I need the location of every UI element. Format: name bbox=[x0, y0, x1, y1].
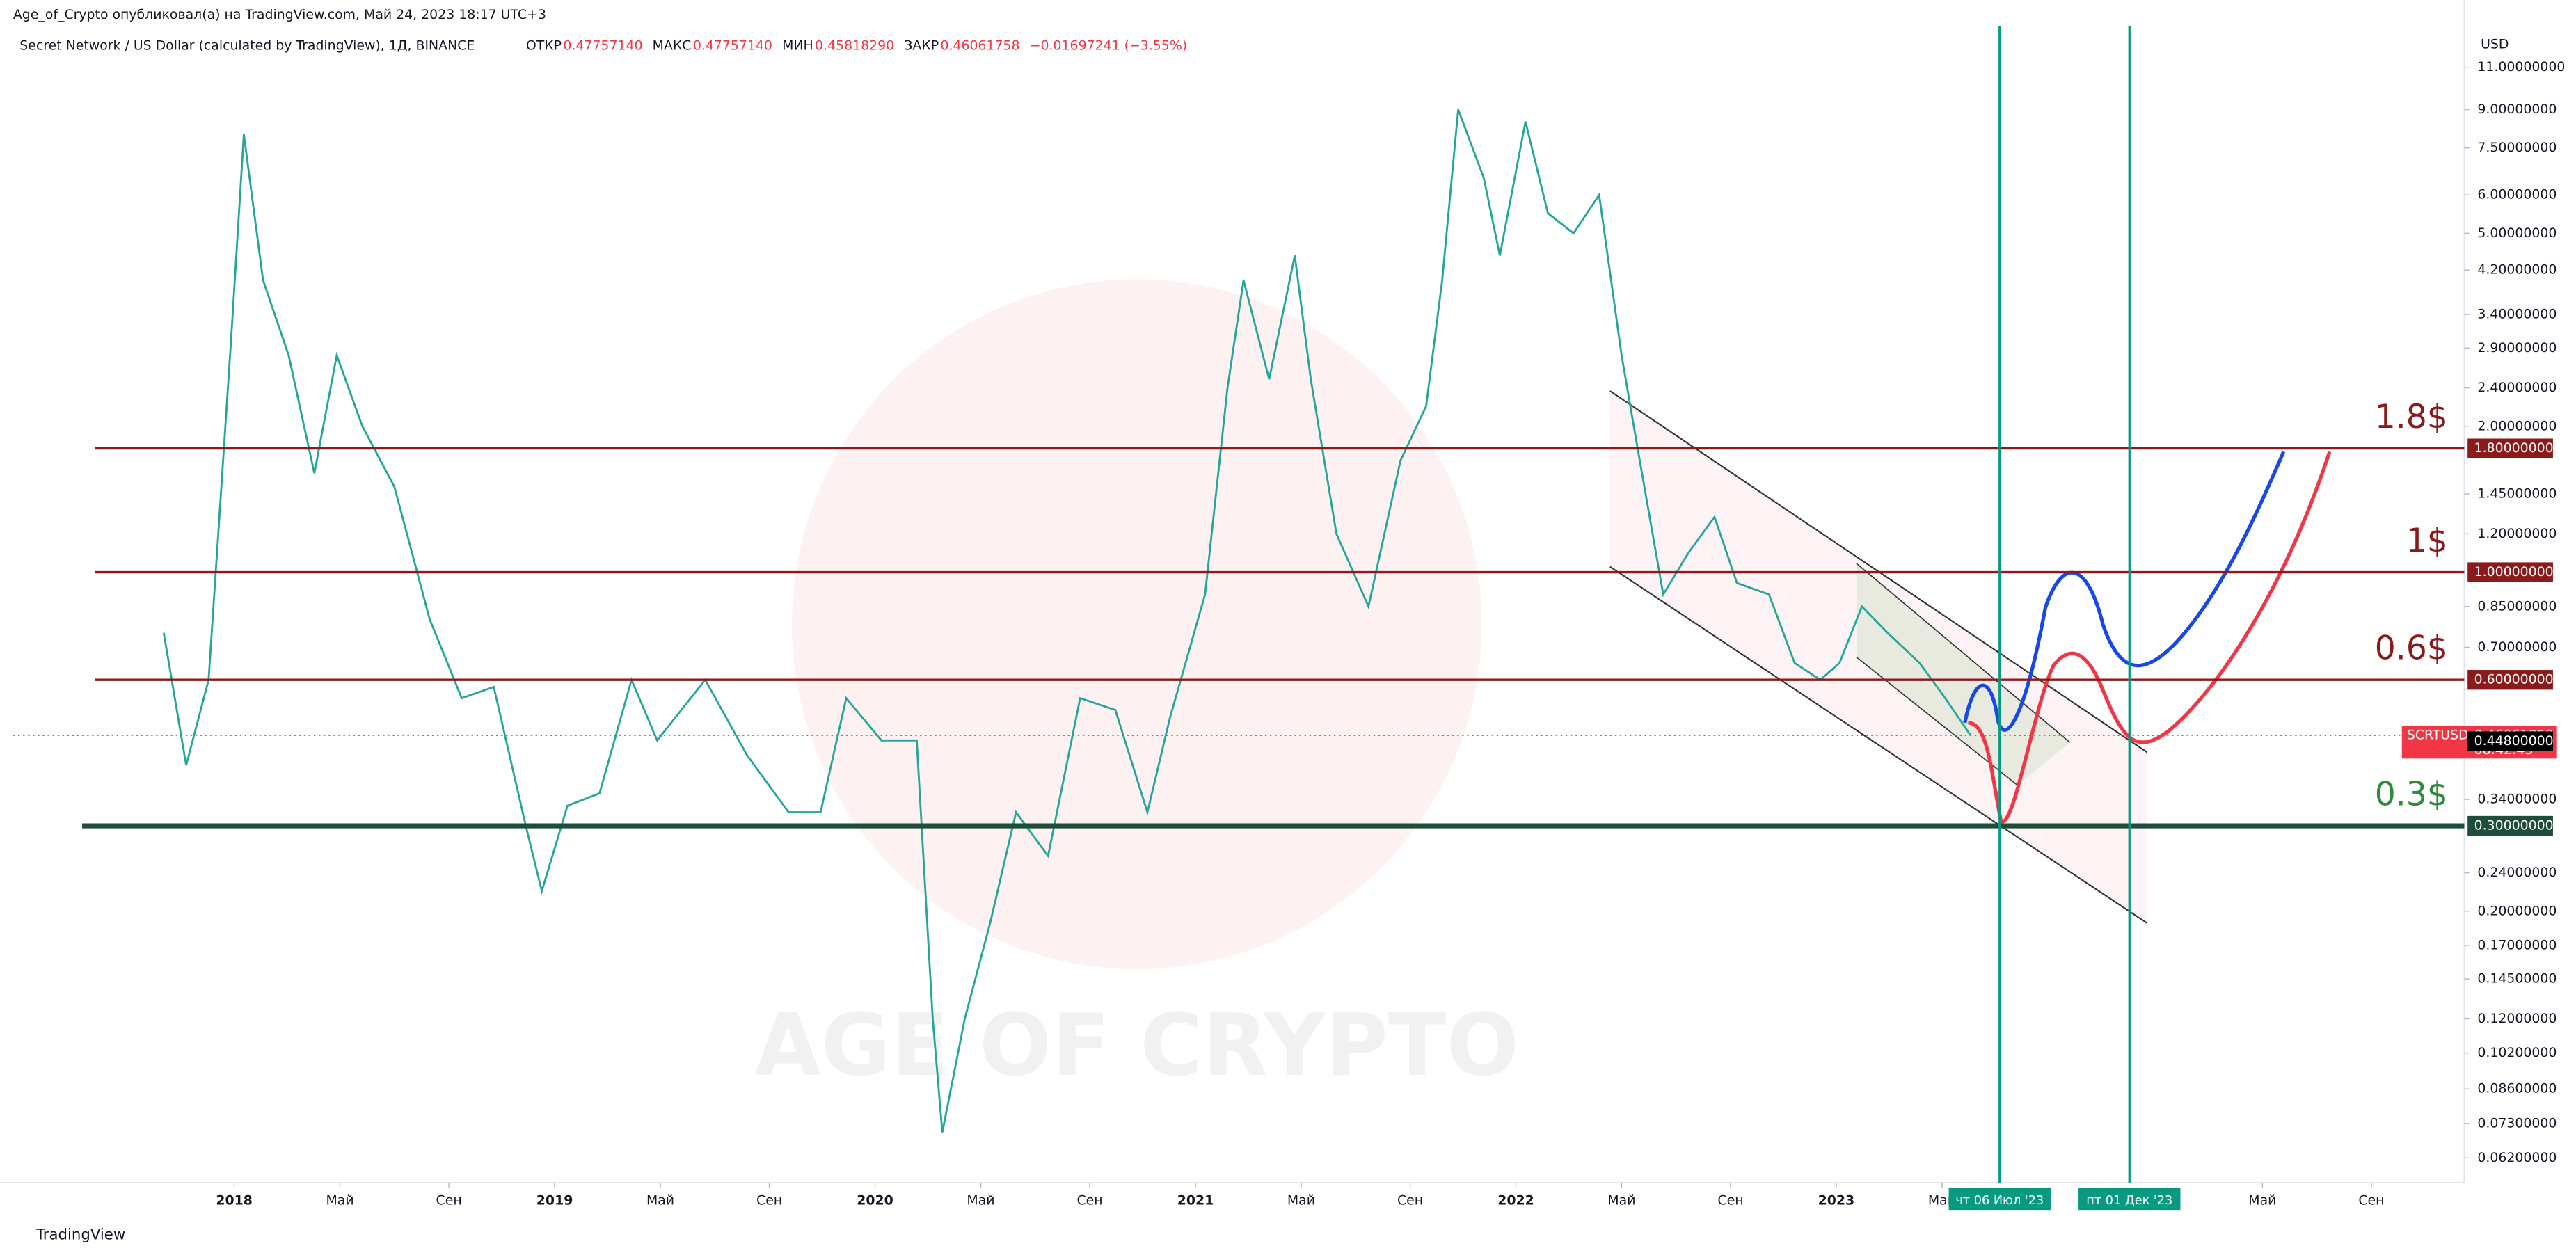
x-tick-label: 2022 bbox=[1497, 1192, 1534, 1208]
x-tick-label: Май bbox=[1607, 1192, 1635, 1208]
ohlc-label: ЗАКР bbox=[904, 38, 939, 54]
ohlc-value: 0.47757140 bbox=[563, 38, 642, 54]
y-tick-label: 2.40000000 bbox=[2477, 380, 2557, 395]
author-line: Age_of_Crypto опубликовал(а) на TradingV… bbox=[13, 7, 546, 22]
y-tick-label: 0.12000000 bbox=[2477, 1011, 2557, 1026]
x-tick-label: Сен bbox=[1076, 1192, 1102, 1208]
watermark-text: AGE OF CRYPTO bbox=[755, 996, 1519, 1095]
x-tick-label: Сен bbox=[1717, 1192, 1743, 1208]
level-label: 0.3$ bbox=[2375, 776, 2448, 814]
price-tag-bg bbox=[2467, 731, 2553, 751]
marker-tag-bg bbox=[2078, 1188, 2181, 1211]
x-tick-label: 2018 bbox=[216, 1192, 253, 1208]
channel-fill bbox=[1609, 391, 2147, 923]
x-tick-label: 2019 bbox=[536, 1192, 573, 1208]
y-tick-label: 2.00000000 bbox=[2477, 418, 2557, 433]
x-tick-label: Сен bbox=[436, 1192, 462, 1208]
x-tick-label: Сен bbox=[1397, 1192, 1423, 1208]
x-tick-label: Май bbox=[2248, 1192, 2276, 1208]
level-tag-bg bbox=[2467, 815, 2553, 836]
x-tick-label: Сен bbox=[2358, 1192, 2384, 1208]
level-tag-bg bbox=[2467, 438, 2553, 458]
x-tick-label: 2020 bbox=[857, 1192, 893, 1208]
x-tick-label: Май bbox=[967, 1192, 994, 1208]
level-tag: 0.60000000 bbox=[2474, 672, 2554, 687]
y-tick-label: 0.17000000 bbox=[2477, 937, 2557, 952]
x-tick-label: Май bbox=[326, 1192, 354, 1208]
brand: TradingView bbox=[35, 1226, 125, 1244]
level-tag-bg bbox=[2467, 670, 2553, 690]
inner-channel-upper bbox=[1856, 563, 2071, 743]
ohlc-label: МИН bbox=[782, 38, 813, 54]
channel-lower bbox=[1609, 566, 2148, 924]
ohlc-label: МАКС bbox=[653, 38, 692, 54]
projection-blue bbox=[1963, 451, 2286, 732]
y-tick-label: 6.00000000 bbox=[2477, 187, 2557, 202]
ohlc-value: 0.45818290 bbox=[815, 38, 894, 54]
y-tick-label: 4.20000000 bbox=[2477, 262, 2557, 278]
x-tick-label: 2021 bbox=[1177, 1192, 1214, 1208]
y-tick-label: 7.50000000 bbox=[2477, 140, 2557, 155]
y-tick-label: 3.40000000 bbox=[2477, 307, 2557, 322]
y-tick-label: 0.08600000 bbox=[2477, 1081, 2557, 1096]
marker-tag: чт 06 Июл '23 bbox=[1955, 1194, 2044, 1208]
level-tag-bg bbox=[2467, 562, 2553, 582]
ohlc-label: ОТКР bbox=[526, 38, 562, 54]
y-tick-label: 0.06200000 bbox=[2477, 1150, 2557, 1165]
marker-tag: пт 01 Дек '23 bbox=[2086, 1194, 2172, 1208]
y-tick-label: 0.14500000 bbox=[2477, 971, 2557, 986]
last-price-symbol: SCRTUSD bbox=[2407, 728, 2469, 743]
y-tick-label: 0.70000000 bbox=[2477, 639, 2557, 655]
inner-channel-fill bbox=[1856, 563, 2070, 785]
level-label: 1.8$ bbox=[2375, 398, 2448, 436]
marker-tag-bg bbox=[1948, 1188, 2051, 1211]
x-tick-label: Май bbox=[1287, 1192, 1315, 1208]
price-tag: 0.44800000 bbox=[2474, 733, 2554, 749]
y-tick-label: 9.00000000 bbox=[2477, 102, 2557, 117]
level-tag: 1.80000000 bbox=[2474, 440, 2554, 456]
x-tick-label: Май bbox=[646, 1192, 674, 1208]
y-tick-label: 1.45000000 bbox=[2477, 486, 2557, 502]
level-label: 1$ bbox=[2406, 522, 2448, 560]
x-tick-label: 2023 bbox=[1818, 1192, 1855, 1208]
ohlc-value: 0.46061758 bbox=[940, 38, 1019, 54]
y-tick-label: 0.24000000 bbox=[2477, 865, 2557, 880]
y-tick-label: 0.10200000 bbox=[2477, 1045, 2557, 1060]
level-tag: 0.30000000 bbox=[2474, 818, 2554, 833]
y-tick-label: 11.00000000 bbox=[2477, 59, 2565, 74]
x-tick-label: Сен bbox=[756, 1192, 782, 1208]
y-tick-label: 1.20000000 bbox=[2477, 526, 2557, 541]
y-unit: USD bbox=[2481, 36, 2509, 51]
level-label: 0.6$ bbox=[2375, 630, 2448, 668]
y-tick-label: 0.85000000 bbox=[2477, 598, 2557, 614]
ohlc-value: 0.47757140 bbox=[693, 38, 772, 54]
y-tick-label: 2.90000000 bbox=[2477, 340, 2557, 355]
change: −0.01697241 (−3.55%) bbox=[1030, 38, 1187, 54]
symbol-title: Secret Network / US Dollar (calculated b… bbox=[19, 38, 475, 54]
y-tick-label: 0.34000000 bbox=[2477, 792, 2557, 807]
y-tick-label: 0.20000000 bbox=[2477, 903, 2557, 918]
y-tick-label: 0.07300000 bbox=[2477, 1115, 2557, 1130]
watermark-logo bbox=[791, 279, 1482, 970]
level-tag: 1.00000000 bbox=[2474, 564, 2554, 579]
y-tick-label: 5.00000000 bbox=[2477, 225, 2557, 241]
